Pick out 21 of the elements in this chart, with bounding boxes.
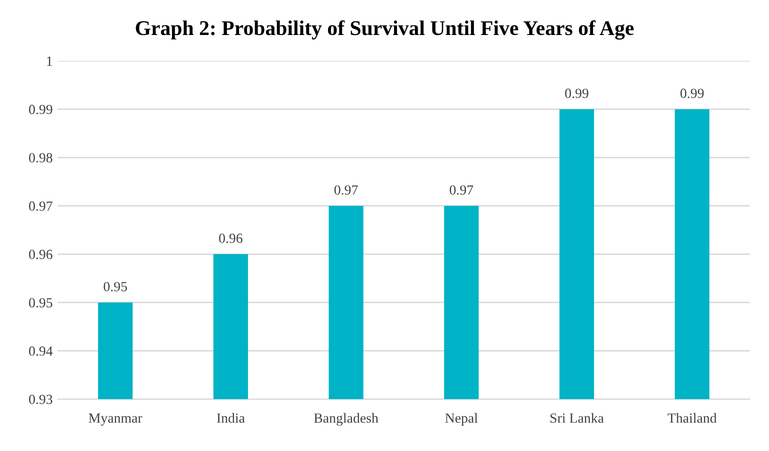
x-tick-label: Myanmar xyxy=(88,414,142,426)
data-label: 0.95 xyxy=(104,282,127,292)
y-tick-label: 0.93 xyxy=(29,394,52,404)
data-label: 0.99 xyxy=(565,88,588,98)
y-tick-label: 0.97 xyxy=(29,201,52,211)
x-tick-label: Nepal xyxy=(445,413,478,426)
data-label: 0.97 xyxy=(450,185,474,195)
chart-title: Graph 2: Probability of Survival Until Five Years of Age xyxy=(136,20,634,40)
y-tick-label: 0.98 xyxy=(29,153,52,163)
data-label: 0.99 xyxy=(680,88,704,98)
x-tick-label: Thailand xyxy=(668,413,717,423)
y-tick-label: 0.95 xyxy=(29,298,52,308)
data-label: 0.96 xyxy=(219,234,242,244)
y-tick-label: 0.96 xyxy=(29,250,52,260)
y-tick-label: 0.99 xyxy=(29,104,52,114)
x-tick-label: India xyxy=(216,413,245,423)
data-label: 0.97 xyxy=(334,185,358,195)
y-tick-label: 1 xyxy=(47,56,52,66)
x-tick-label: Bangladesh xyxy=(314,413,378,426)
x-tick-label: Sri Lanka xyxy=(550,413,604,423)
y-tick-label: 0.94 xyxy=(29,346,53,356)
